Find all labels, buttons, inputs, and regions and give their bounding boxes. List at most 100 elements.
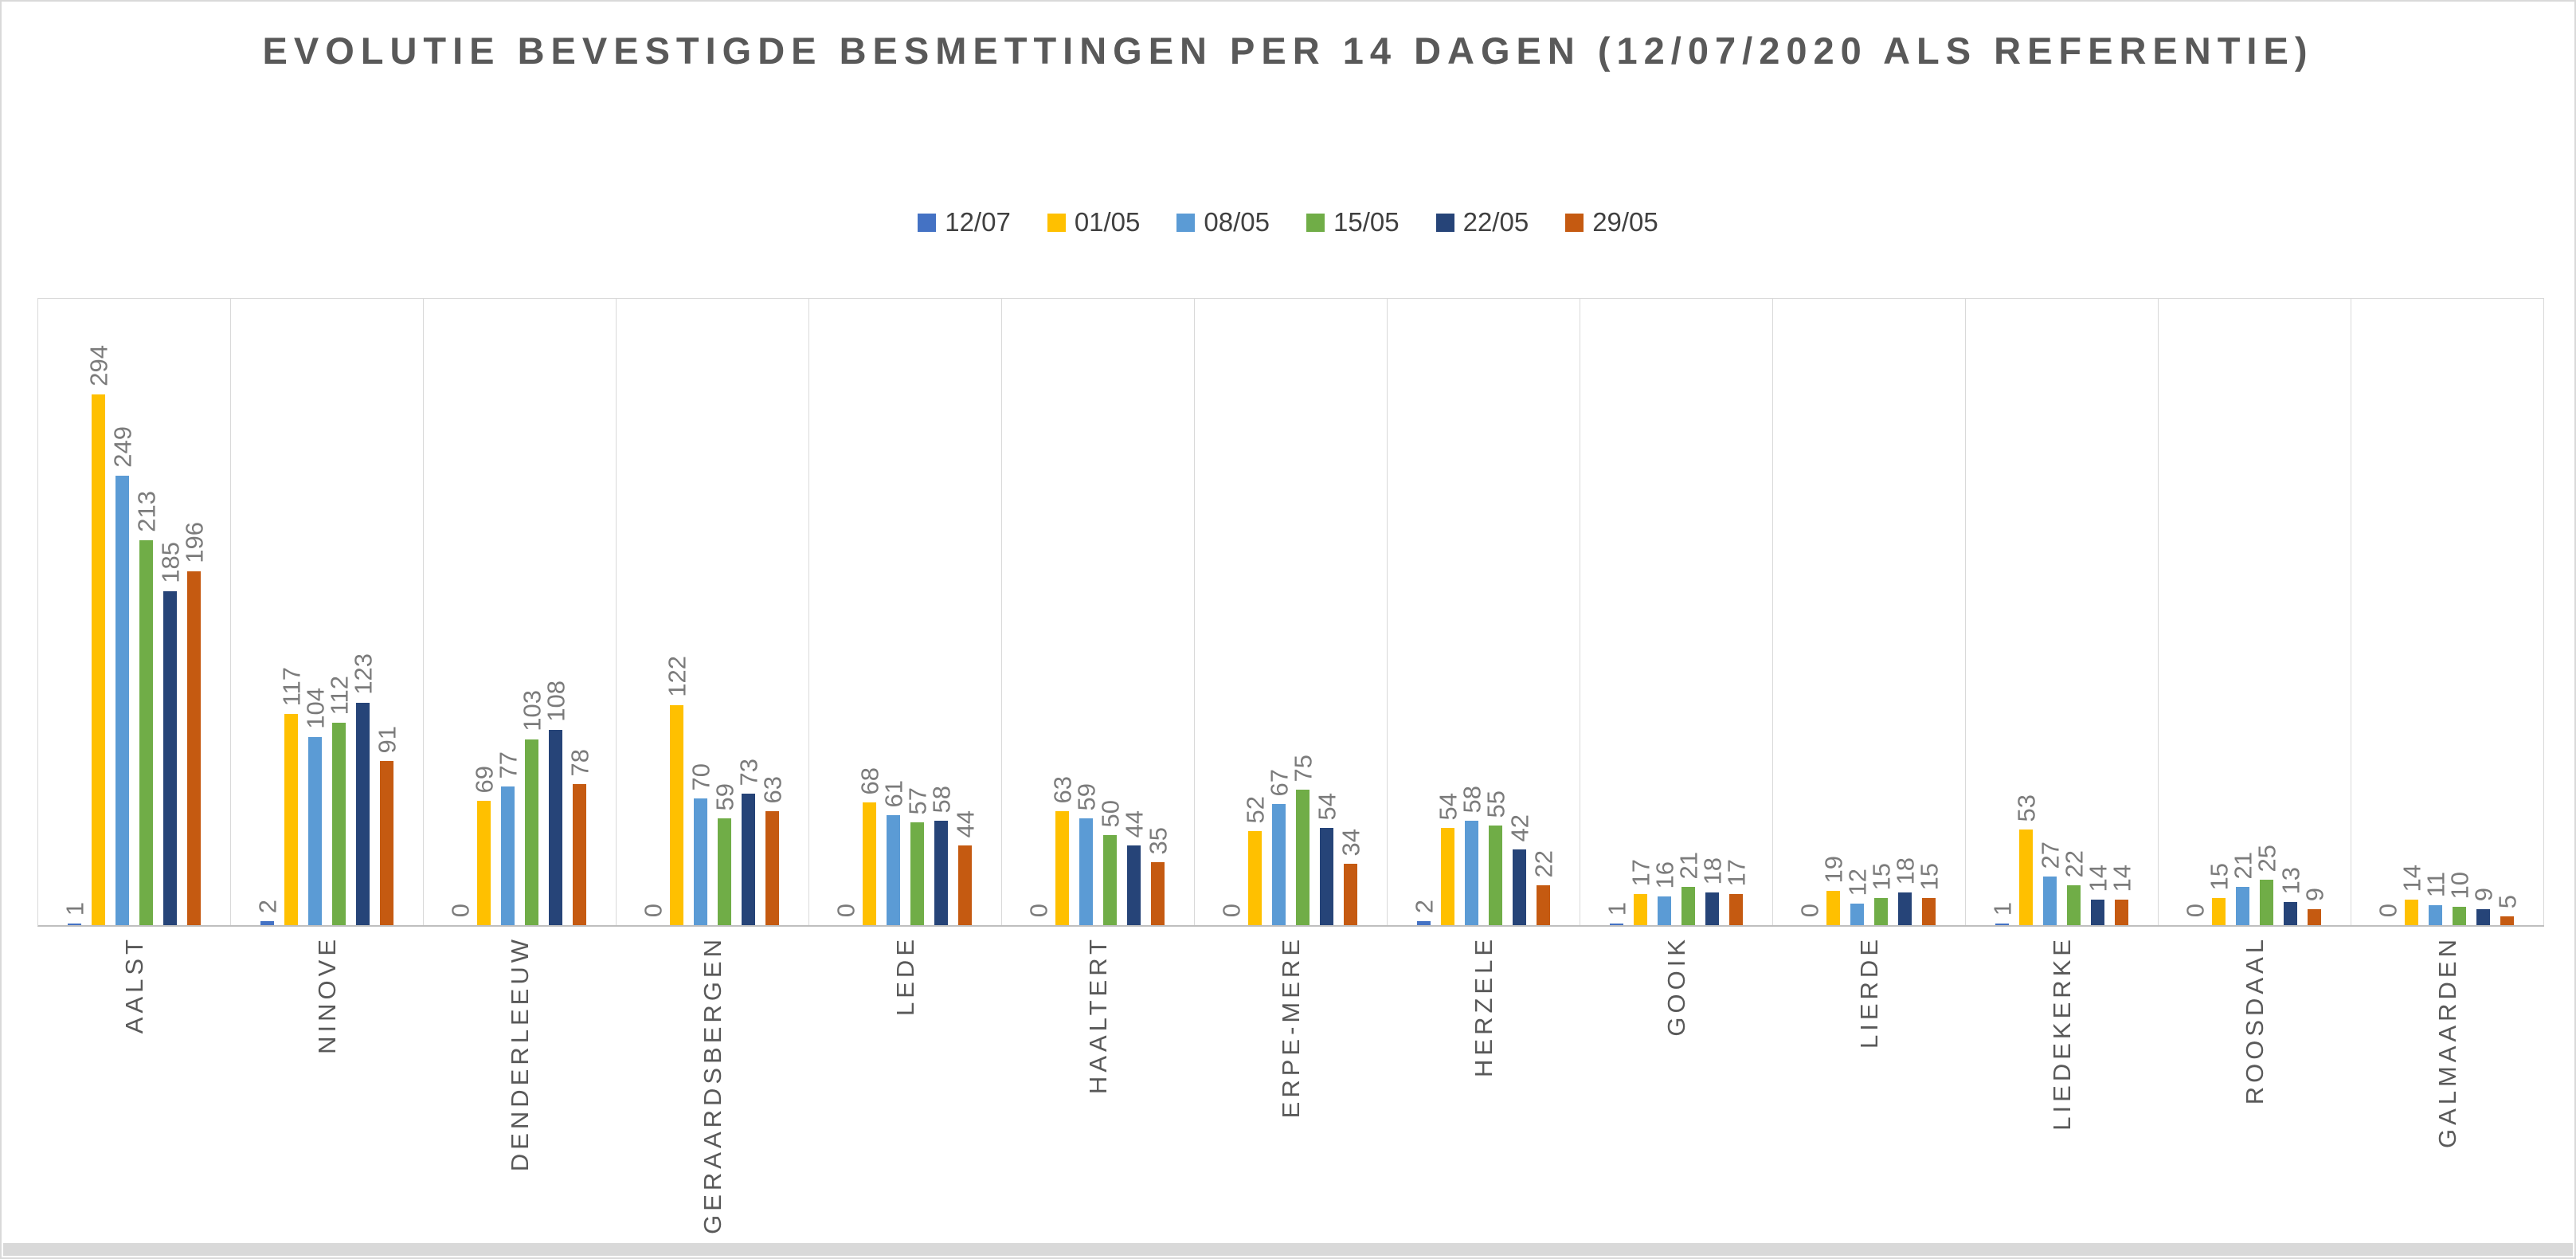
bar-slot: 17 <box>1722 299 1750 925</box>
category-group-haaltert: 0 63 59 50 44 35 <box>1002 299 1195 925</box>
bar-slot: 35 <box>1144 299 1172 925</box>
bar <box>1417 921 1431 925</box>
category-group-roosdaal: 0 15 21 25 13 9 <box>2159 299 2351 925</box>
bar-value-label: 9 <box>2300 887 2328 901</box>
bar-value-label: 75 <box>1289 754 1317 782</box>
bar-value-label: 108 <box>542 680 570 722</box>
legend-item-29-05: 29/05 <box>1565 207 1658 237</box>
bar-value-label: 196 <box>180 522 208 563</box>
bar-value-label: 50 <box>1096 799 1124 827</box>
bar <box>115 476 129 925</box>
bar <box>1537 885 1550 925</box>
bar <box>92 394 105 925</box>
bar-slot: 213 <box>132 299 160 925</box>
bar-slot: 10 <box>2445 299 2473 925</box>
legend-label: 12/07 <box>945 207 1011 237</box>
bar-slot: 19 <box>1819 299 1847 925</box>
category-label: ROOSDAAL <box>2241 935 2269 1105</box>
bar <box>477 801 491 925</box>
category-cell: ROOSDAAL <box>2159 935 2351 1222</box>
bar-slot: 22 <box>2060 299 2088 925</box>
bar <box>1705 892 1719 925</box>
bar-slot: 0 <box>446 299 474 925</box>
bar-slot: 13 <box>2277 299 2304 925</box>
bar <box>2453 907 2466 925</box>
bar-value-label: 5 <box>2493 894 2521 908</box>
bar-value-label: 123 <box>349 653 377 695</box>
category-label: AALST <box>119 935 148 1034</box>
bar-value-label: 14 <box>2108 864 2136 892</box>
bar <box>1995 924 2009 925</box>
bar-slot: 61 <box>879 299 907 925</box>
bar <box>1898 892 1912 925</box>
category-cell: GERAARDSBERGEN <box>616 935 808 1234</box>
bar-slot: 57 <box>903 299 931 925</box>
bar <box>1441 828 1454 925</box>
bar-value-label: 78 <box>566 748 593 776</box>
bar-slot: 0 <box>1217 299 1245 925</box>
bar-slot: 0 <box>639 299 667 925</box>
bar-slot: 22 <box>1529 299 1557 925</box>
bar-slot: 14 <box>2108 299 2136 925</box>
bar-slot: 52 <box>1241 299 1269 925</box>
bar-value-label: 53 <box>2012 794 2040 822</box>
bar <box>887 815 900 925</box>
bar-value-label: 1 <box>61 901 88 916</box>
bar-value-label: 10 <box>2445 871 2473 899</box>
bar <box>1272 804 1286 925</box>
bar <box>332 723 346 925</box>
bar-slot: 123 <box>349 299 377 925</box>
bar <box>1151 862 1165 925</box>
bar <box>2260 880 2273 925</box>
bar <box>742 794 755 925</box>
bar-slot: 70 <box>687 299 714 925</box>
bar <box>1513 849 1526 925</box>
bar <box>2019 830 2033 925</box>
bar <box>2284 902 2297 925</box>
category-group-ninove: 2 117 104 112 123 91 <box>231 299 424 925</box>
category-label: GALMAARDEN <box>2433 935 2462 1149</box>
bar-value-label: 14 <box>2398 864 2425 892</box>
category-cell: LIERDE <box>1773 935 1966 1222</box>
bar-slot: 9 <box>2469 299 2497 925</box>
bar-value-label: 22 <box>2060 849 2088 877</box>
legend-item-15-05: 15/05 <box>1306 207 1400 237</box>
bar <box>525 739 538 925</box>
bar-slot: 122 <box>663 299 691 925</box>
category-group-denderleeuw: 0 69 77 103 108 78 <box>424 299 617 925</box>
bar <box>2405 900 2418 925</box>
bar <box>501 786 515 925</box>
bar-slot: 0 <box>2181 299 2209 925</box>
bar-value-label: 0 <box>2374 903 2402 917</box>
bar-value-label: 1 <box>1603 901 1631 916</box>
category-group-galmaarden: 0 14 11 10 9 5 <box>2351 299 2544 925</box>
bar-slot: 16 <box>1650 299 1678 925</box>
bar-value-label: 59 <box>1072 782 1100 810</box>
bar-value-label: 44 <box>951 810 979 837</box>
bar <box>958 845 972 925</box>
category-cell: HERZELE <box>1388 935 1580 1222</box>
bar <box>1850 904 1864 925</box>
bar-value-label: 21 <box>2229 851 2257 879</box>
legend-label: 08/05 <box>1204 207 1270 237</box>
bar-value-label: 55 <box>1482 790 1509 818</box>
bar-value-label: 25 <box>2253 844 2280 872</box>
bar-slot: 103 <box>518 299 546 925</box>
category-label: LEDE <box>891 935 919 1016</box>
bar-slot: 55 <box>1482 299 1509 925</box>
bar <box>1248 831 1262 925</box>
category-group-lede: 0 68 61 57 58 44 <box>809 299 1002 925</box>
category-label: DENDERLEEUW <box>505 935 534 1172</box>
bar-slot: 117 <box>277 299 305 925</box>
bar-value-label: 185 <box>156 542 184 583</box>
bar <box>68 924 81 925</box>
category-cell: GALMAARDEN <box>2351 935 2544 1222</box>
bar <box>1634 894 1647 925</box>
bar <box>163 591 177 925</box>
bar-value-label: 14 <box>2084 864 2112 892</box>
bar-slot: 59 <box>1072 299 1100 925</box>
bar <box>1658 896 1671 925</box>
bar-value-label: 2 <box>1410 899 1438 913</box>
bar-slot: 59 <box>711 299 738 925</box>
